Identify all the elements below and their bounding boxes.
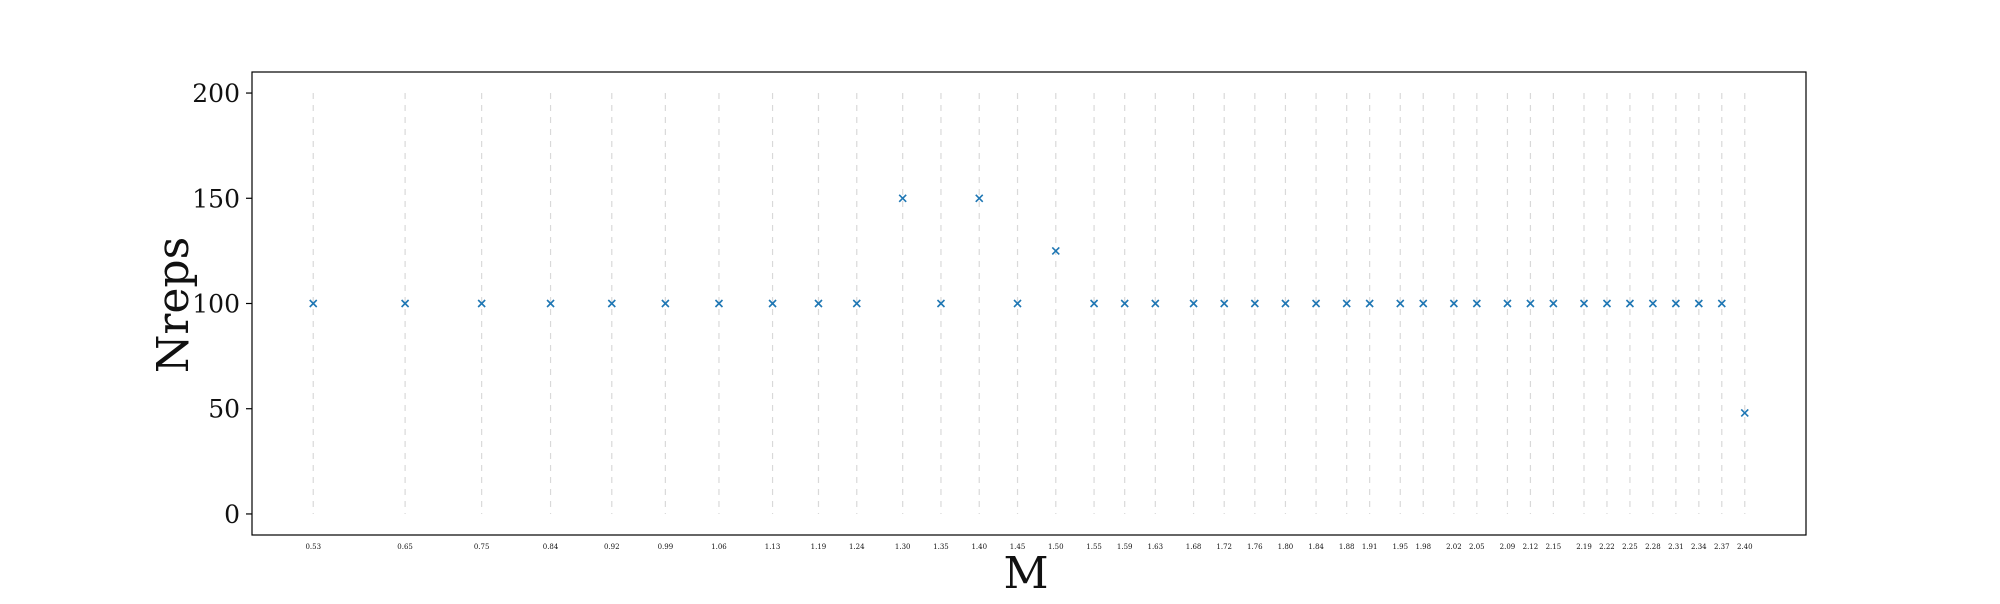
x-tick-label: 1.88: [1339, 543, 1355, 551]
data-point: [1549, 299, 1558, 308]
y-tick-label: 50: [208, 395, 240, 424]
x-tick-label: 2.28: [1645, 543, 1661, 551]
data-point: [714, 299, 724, 308]
data-point: [1189, 299, 1198, 308]
x-tick-label: 1.24: [849, 543, 865, 551]
data-point: [1648, 299, 1657, 308]
data-point: [975, 194, 984, 203]
x-tick-label: 1.95: [1392, 543, 1408, 551]
x-tick-label: 1.76: [1247, 543, 1263, 551]
plot-frame: [251, 71, 1807, 536]
x-tick-label: 2.40: [1737, 543, 1753, 551]
data-point: [1090, 299, 1099, 308]
x-tick-label: 1.19: [811, 543, 827, 551]
x-tick-label: 0.65: [397, 543, 413, 551]
data-point: [1365, 299, 1374, 308]
y-tick-label: 100: [192, 290, 240, 319]
data-point: [1281, 299, 1290, 308]
x-tick-label: 0.53: [305, 543, 321, 551]
data-point: [1250, 299, 1259, 308]
data-point: [1151, 299, 1160, 308]
data-point: [1503, 299, 1512, 308]
data-point: [607, 299, 616, 308]
y-tick-label: 150: [192, 184, 240, 213]
x-tick-label: 0.75: [474, 543, 490, 551]
data-point: [852, 299, 861, 308]
data-point: [1449, 299, 1458, 308]
x-axis-label: M: [1003, 548, 1048, 599]
data-point: [1472, 299, 1481, 308]
x-tick-label: 1.50: [1048, 543, 1064, 551]
data-point: [1051, 246, 1060, 255]
data-point: [1740, 408, 1749, 418]
data-point: [477, 299, 486, 308]
x-tick-label: 1.40: [971, 543, 987, 551]
data-point: [1312, 299, 1321, 308]
x-tick-label: 0.99: [658, 543, 674, 551]
x-tick-label: 1.68: [1186, 543, 1202, 551]
data-point: [1526, 299, 1535, 308]
x-tick-label: 2.25: [1622, 543, 1638, 551]
x-tick-label: 1.63: [1148, 543, 1164, 551]
data-point: [309, 299, 318, 308]
data-point: [1694, 299, 1703, 308]
y-axis-ticks: 0 50 100 150 200: [192, 79, 252, 529]
x-tick-label: 2.09: [1500, 543, 1516, 551]
x-tick-label: 2.12: [1523, 543, 1539, 551]
grid-lines: [312, 93, 1746, 514]
y-axis-label: Nreps: [148, 237, 199, 373]
x-tick-label: 1.98: [1415, 543, 1431, 551]
x-tick-label: 1.91: [1362, 543, 1378, 551]
x-tick-label: 1.80: [1278, 543, 1294, 551]
x-tick-label: 2.02: [1446, 543, 1462, 551]
x-tick-label: 1.30: [895, 543, 911, 551]
y-tick-label: 0: [224, 500, 240, 529]
x-tick-label: 1.06: [711, 543, 727, 551]
x-tick-label: 1.13: [765, 543, 781, 551]
x-tick-label: 2.34: [1691, 543, 1707, 551]
x-tick-label: 1.72: [1216, 543, 1232, 551]
data-point: [1602, 299, 1612, 308]
data-point: [1396, 299, 1405, 308]
data-point: [814, 299, 823, 308]
data-point: [768, 299, 777, 308]
x-tick-label: 2.31: [1668, 543, 1684, 551]
x-tick-label: 1.55: [1086, 543, 1102, 551]
data-points: [309, 194, 1749, 418]
data-point: [1419, 299, 1428, 308]
data-point: [1342, 299, 1351, 308]
x-tick-label: 2.05: [1469, 543, 1485, 551]
data-point: [1013, 299, 1022, 308]
data-point: [1120, 299, 1129, 308]
data-point: [936, 299, 946, 308]
data-point: [1220, 299, 1229, 308]
x-tick-label: 2.15: [1546, 543, 1562, 551]
x-tick-label: 0.84: [543, 543, 559, 551]
x-axis-ticks: 0.53 0.65 0.75 0.84 0.92 0.99 1.06 1.13 1.19 1.24…: [305, 543, 1752, 551]
y-tick-label: 200: [192, 79, 240, 108]
data-point: [1579, 299, 1589, 308]
x-tick-label: 2.19: [1576, 543, 1592, 551]
x-tick-label: 0.92: [604, 543, 620, 551]
data-point: [1717, 299, 1726, 308]
data-point: [401, 299, 410, 308]
x-tick-label: 1.59: [1117, 543, 1133, 551]
x-tick-label: 2.22: [1599, 543, 1615, 551]
x-tick-label: 1.45: [1010, 543, 1026, 551]
data-point: [661, 299, 670, 308]
data-point: [898, 194, 907, 203]
data-point: [1671, 299, 1680, 308]
data-point: [1625, 299, 1634, 308]
data-point: [546, 299, 555, 308]
x-tick-label: 1.84: [1308, 543, 1324, 551]
x-tick-label: 2.37: [1714, 543, 1730, 551]
x-tick-label: 1.35: [933, 543, 949, 551]
